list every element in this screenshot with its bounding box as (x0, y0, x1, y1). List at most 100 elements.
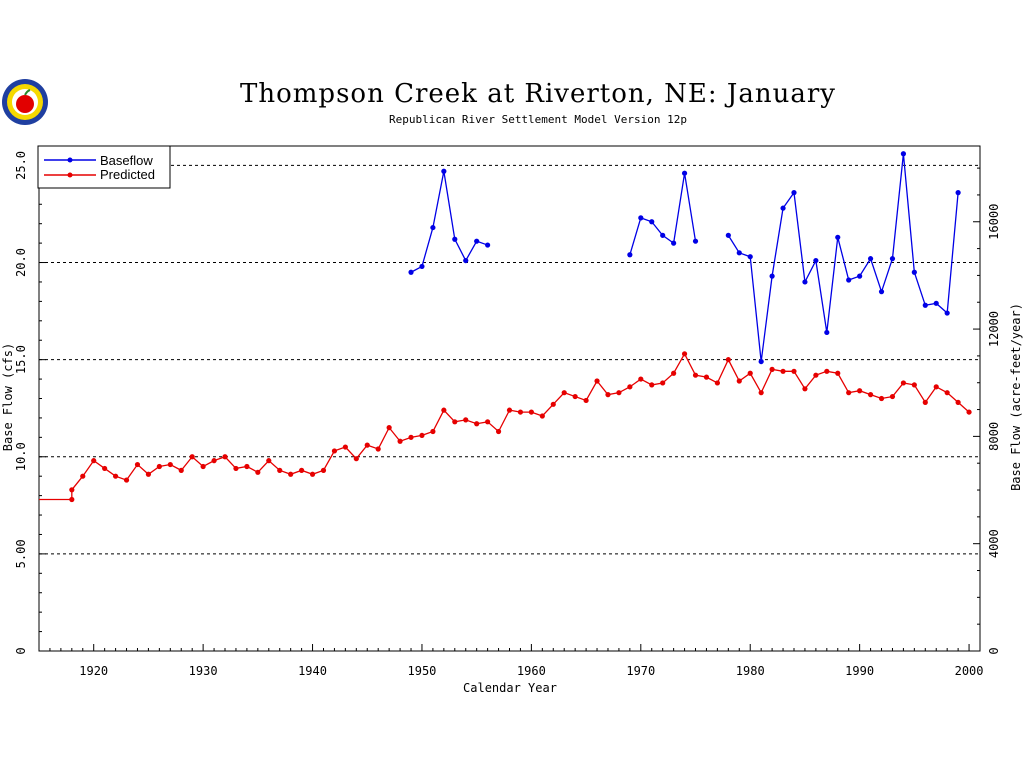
data-point-baseflow (889, 256, 896, 262)
data-point-predicted (824, 368, 830, 374)
x-axis-label: Calendar Year (463, 681, 557, 695)
data-point-baseflow (736, 250, 742, 256)
x-tick-label: 2000 (955, 664, 984, 678)
data-point-predicted (244, 463, 250, 470)
data-point-predicted (331, 448, 338, 454)
data-point-baseflow (758, 358, 764, 365)
x-tick-label: 1970 (626, 664, 655, 678)
data-point-predicted (430, 428, 436, 435)
data-point-predicted (802, 386, 808, 392)
data-point-predicted (539, 413, 545, 419)
data-point-baseflow (419, 263, 425, 270)
data-point-predicted (69, 487, 75, 493)
data-point-predicted (944, 390, 950, 396)
legend-marker-predicted (67, 172, 73, 178)
data-point-predicted (266, 458, 272, 464)
data-point-baseflow (813, 257, 819, 264)
data-point-predicted (102, 465, 108, 472)
data-point-predicted (277, 467, 283, 473)
data-point-predicted (189, 454, 195, 460)
data-point-predicted (878, 395, 885, 402)
x-tick-label: 1920 (79, 664, 108, 678)
data-point-baseflow (441, 168, 447, 174)
x-tick-label: 1990 (845, 664, 874, 678)
data-point-predicted (900, 380, 907, 386)
data-point-predicted (506, 407, 513, 413)
data-point-baseflow (627, 252, 633, 258)
data-point-baseflow (944, 310, 950, 316)
data-point-baseflow (408, 269, 414, 275)
data-point-baseflow (452, 236, 458, 242)
x-tick-label: 1960 (517, 664, 546, 678)
data-point-predicted (452, 419, 458, 425)
y-tick-label: 20.0 (14, 248, 28, 277)
data-point-predicted (835, 370, 841, 376)
data-point-baseflow (463, 257, 469, 264)
data-point-predicted (780, 368, 786, 374)
right-axis-ticks: 0 4000 8000 12000 16000 (973, 167, 1001, 655)
legend-marker-baseflow (67, 157, 73, 163)
data-point-predicted (233, 465, 239, 472)
data-point-predicted (955, 399, 961, 405)
right-tick-label: 4000 (987, 529, 1001, 558)
data-point-baseflow (911, 269, 917, 275)
data-point-predicted (660, 380, 666, 386)
data-point-predicted (200, 463, 206, 470)
data-point-baseflow (638, 215, 644, 221)
data-point-predicted (222, 454, 228, 460)
data-point-baseflow (430, 224, 436, 231)
data-point-predicted (463, 417, 469, 423)
data-point-predicted (583, 397, 589, 404)
data-point-predicted (605, 392, 611, 398)
right-tick-label: 0 (987, 647, 1001, 654)
data-point-baseflow (681, 170, 688, 176)
data-point-predicted (309, 471, 316, 477)
data-point-baseflow (780, 205, 786, 211)
data-point-predicted (91, 458, 97, 464)
plot-frame (38, 145, 981, 652)
data-point-predicted (134, 461, 141, 468)
x-tick-label: 1940 (298, 664, 327, 678)
data-point-predicted (616, 390, 622, 396)
data-point-baseflow (769, 273, 775, 279)
right-tick-label: 16000 (987, 204, 1001, 240)
data-point-predicted (638, 376, 644, 382)
data-point-predicted (692, 372, 699, 378)
data-point-predicted (561, 390, 567, 396)
right-axis-label: Base Flow (acre-feet/year) (1009, 303, 1023, 491)
axes (38, 145, 981, 652)
data-point-predicted (649, 382, 655, 388)
data-point-predicted (769, 366, 775, 372)
series-layer (39, 151, 972, 503)
data-point-baseflow (474, 238, 480, 244)
legend-label-baseflow: Baseflow (100, 153, 153, 168)
data-point-baseflow (835, 234, 841, 240)
y-tick-label: 10.0 (14, 442, 28, 471)
data-point-predicted (474, 421, 480, 427)
data-point-baseflow (922, 302, 928, 308)
data-point-predicted (528, 409, 534, 415)
data-point-predicted (911, 382, 917, 388)
data-point-baseflow (857, 273, 863, 279)
data-point-baseflow (846, 277, 852, 283)
x-tick-label: 1980 (736, 664, 765, 678)
data-point-predicted (123, 477, 130, 483)
right-tick-label: 12000 (987, 311, 1001, 347)
right-tick-label: 8000 (987, 422, 1001, 451)
data-point-predicted (671, 370, 677, 376)
data-point-predicted (495, 428, 502, 435)
legend: Baseflow Predicted (37, 145, 171, 189)
data-point-predicted (846, 390, 852, 396)
data-point-predicted (342, 444, 348, 450)
data-point-predicted (156, 463, 162, 470)
data-point-predicted (867, 392, 874, 398)
data-point-predicted (725, 357, 731, 363)
data-point-predicted (320, 467, 327, 473)
data-point-baseflow (878, 289, 885, 295)
data-point-baseflow (955, 190, 961, 196)
chart-title: Thompson Creek at Riverton, NE: January (240, 79, 836, 109)
data-point-predicted (791, 368, 797, 374)
y-tick-label: 0 (14, 647, 28, 654)
x-tick-label: 1930 (189, 664, 218, 678)
